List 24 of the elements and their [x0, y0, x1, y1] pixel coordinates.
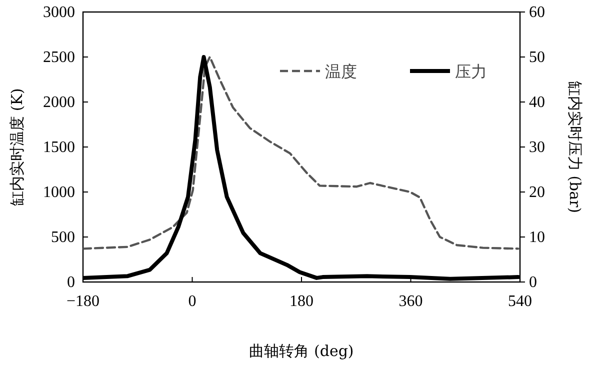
y-tick-label: 2000	[43, 94, 75, 111]
y-tick-label: 500	[51, 229, 75, 246]
y-tick-label: 0	[67, 274, 75, 291]
y2-tick-label: 30	[529, 139, 545, 156]
legend-label: 温度	[325, 62, 357, 81]
x-tick-label: −180	[66, 293, 100, 310]
y-tick-label: 2500	[43, 49, 75, 66]
x-axis-title: 曲轴转角 (deg)	[249, 342, 354, 360]
y2-tick-label: 0	[529, 274, 537, 291]
y-tick-label: 1000	[43, 184, 75, 201]
y-tick-label: 3000	[43, 4, 75, 21]
x-tick-label: 180	[290, 293, 314, 310]
y2-tick-label: 20	[529, 184, 545, 201]
y2-axis-title: 缸内实时压力 (bar)	[566, 80, 584, 214]
y-tick-label: 1500	[43, 139, 75, 156]
x-tick-label: 0	[188, 293, 196, 310]
y2-tick-label: 10	[529, 229, 545, 246]
y2-tick-label: 50	[529, 49, 545, 66]
y2-tick-label: 60	[529, 4, 545, 21]
x-tick-label: 540	[508, 293, 532, 310]
y-axis-title: 缸内实时温度 (K)	[8, 88, 26, 206]
y2-tick-label: 40	[529, 94, 545, 111]
legend-label: 压力	[455, 62, 487, 81]
x-tick-label: 360	[398, 293, 423, 310]
